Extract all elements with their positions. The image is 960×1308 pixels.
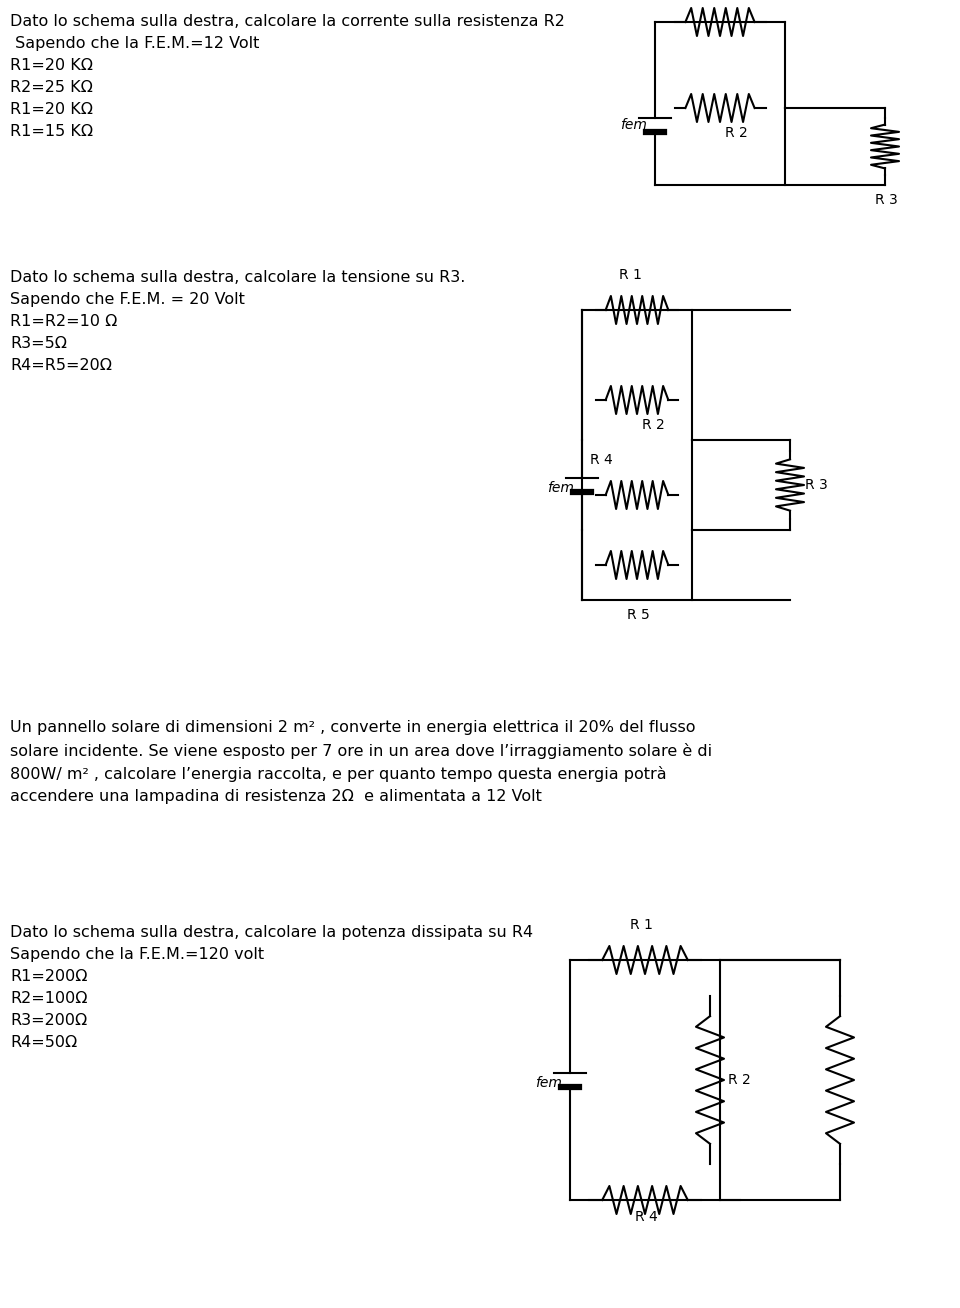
Text: solare incidente. Se viene esposto per 7 ore in un area dove l’irraggiamento sol: solare incidente. Se viene esposto per 7… (10, 743, 712, 759)
Text: Sapendo che la F.E.M.=12 Volt: Sapendo che la F.E.M.=12 Volt (10, 37, 259, 51)
Text: Dato lo schema sulla destra, calcolare la potenza dissipata su R4: Dato lo schema sulla destra, calcolare l… (10, 925, 533, 940)
Text: R1=20 KΩ: R1=20 KΩ (10, 58, 93, 73)
Text: R 3: R 3 (805, 477, 828, 492)
Text: 800W/ m² , calcolare l’energia raccolta, e per quanto tempo questa energia potrà: 800W/ m² , calcolare l’energia raccolta,… (10, 766, 666, 782)
Text: R4=R5=20Ω: R4=R5=20Ω (10, 358, 112, 373)
Text: R4=50Ω: R4=50Ω (10, 1035, 77, 1050)
Text: Dato lo schema sulla destra, calcolare la corrente sulla resistenza R2: Dato lo schema sulla destra, calcolare l… (10, 14, 564, 29)
Text: fem: fem (535, 1076, 562, 1090)
Text: Sapendo che la F.E.M.=120 volt: Sapendo che la F.E.M.=120 volt (10, 947, 264, 961)
Text: R3=200Ω: R3=200Ω (10, 1012, 87, 1028)
Text: R 3: R 3 (875, 194, 898, 207)
Text: R 2: R 2 (725, 126, 748, 140)
Text: fem: fem (620, 118, 647, 132)
Text: R 5: R 5 (627, 608, 650, 623)
Text: R 2: R 2 (642, 419, 664, 432)
Text: R 2: R 2 (728, 1073, 751, 1087)
Text: R1=R2=10 Ω: R1=R2=10 Ω (10, 314, 117, 330)
Text: Dato lo schema sulla destra, calcolare la tensione su R3.: Dato lo schema sulla destra, calcolare l… (10, 269, 466, 285)
Text: Sapendo che F.E.M. = 20 Volt: Sapendo che F.E.M. = 20 Volt (10, 292, 245, 307)
Text: R2=25 KΩ: R2=25 KΩ (10, 80, 93, 95)
Text: R 1: R 1 (619, 268, 642, 283)
Text: accendere una lampadina di resistenza 2Ω  e alimentata a 12 Volt: accendere una lampadina di resistenza 2Ω… (10, 789, 541, 804)
Text: R1=200Ω: R1=200Ω (10, 969, 87, 984)
Text: R1=20 KΩ: R1=20 KΩ (10, 102, 93, 116)
Text: R2=100Ω: R2=100Ω (10, 991, 87, 1006)
Text: R 4: R 4 (590, 453, 612, 467)
Text: Un pannello solare di dimensioni 2 m² , converte in energia elettrica il 20% del: Un pannello solare di dimensioni 2 m² , … (10, 719, 695, 735)
Text: fem: fem (547, 481, 574, 494)
Text: R 4: R 4 (635, 1210, 658, 1224)
Text: R3=5Ω: R3=5Ω (10, 336, 67, 351)
Text: R 1: R 1 (630, 918, 653, 933)
Text: R1=15 KΩ: R1=15 KΩ (10, 124, 93, 139)
